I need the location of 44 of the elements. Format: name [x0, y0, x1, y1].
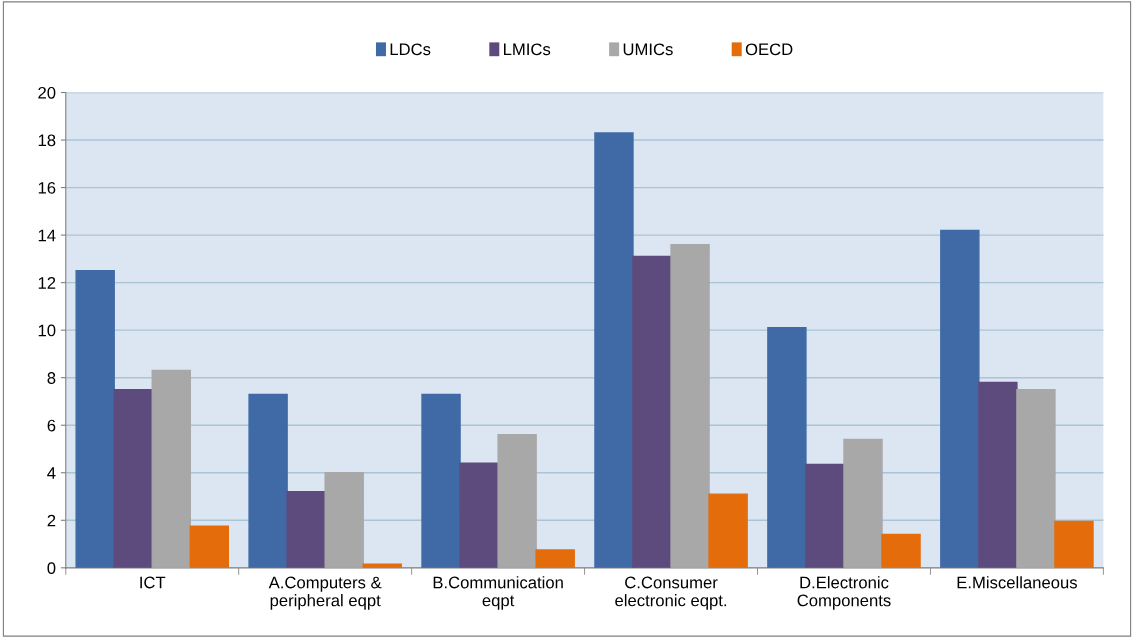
y-tick-label: 6 — [47, 419, 56, 432]
bar — [632, 255, 672, 568]
bar — [805, 463, 845, 568]
bar — [843, 438, 883, 568]
bar — [1054, 520, 1094, 568]
legend-label: OECD — [745, 43, 793, 56]
bar — [75, 270, 115, 568]
x-tick-label: D.Electronic Components — [797, 576, 891, 610]
y-tick-label: 4 — [47, 467, 56, 479]
y-tick-label: 8 — [47, 372, 56, 384]
x-tick-label: ICT — [140, 576, 166, 589]
x-tick-label: A.Computers & peripheral eqpt — [268, 576, 382, 610]
bar — [497, 434, 537, 568]
y-tick-label: 0 — [47, 562, 56, 575]
x-tick-label: B.Communication eqpt — [433, 576, 563, 610]
bar — [421, 393, 461, 568]
bar — [324, 472, 364, 568]
bar — [978, 381, 1018, 568]
bar — [189, 525, 230, 568]
legend-label: LMICs — [504, 43, 551, 56]
y-tick-label: 12 — [38, 277, 56, 289]
y-tick-label: 2 — [47, 514, 56, 527]
bar — [535, 549, 575, 568]
bar — [767, 327, 807, 568]
bar — [670, 243, 710, 568]
bar — [113, 388, 153, 568]
x-tick-label: E.Miscellaneous — [957, 576, 1077, 589]
y-tick-label: 14 — [38, 229, 56, 242]
bar — [1016, 388, 1056, 568]
y-tick-label: 20 — [38, 86, 56, 99]
bar — [940, 229, 980, 568]
bar — [459, 462, 499, 568]
legend-label: UMICs — [623, 43, 673, 56]
bar — [248, 393, 288, 568]
legend-label: LDCs — [390, 43, 431, 56]
y-tick-label: 16 — [38, 181, 56, 194]
bar — [881, 533, 921, 568]
bar — [594, 132, 634, 568]
bar — [286, 491, 326, 568]
y-tick-label: 10 — [38, 324, 56, 337]
x-tick-label: C.Consumer electronic eqpt. — [615, 576, 727, 610]
y-tick-label: 18 — [38, 134, 56, 147]
bar — [151, 369, 191, 568]
bar — [708, 493, 748, 568]
